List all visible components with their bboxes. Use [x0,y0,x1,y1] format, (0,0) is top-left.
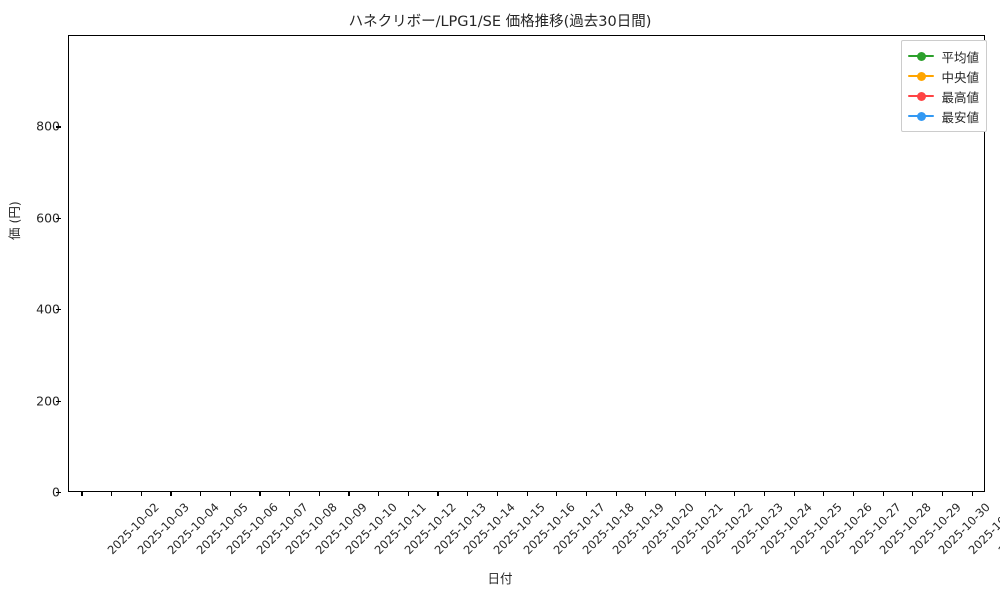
x-tick-mark [556,492,558,496]
x-tick-mark [170,492,172,496]
legend-label: 平均値 [941,49,979,65]
x-tick-mark [437,492,439,496]
x-tick-mark [882,492,884,496]
y-tick-mark [56,492,61,494]
legend-marker-icon [908,69,935,83]
x-tick-mark [823,492,825,496]
legend-label: 中央値 [941,69,979,85]
y-tick-label: 200 [36,393,60,409]
y-tick-mark [56,126,61,128]
x-axis-tick-marks [68,492,985,498]
x-tick-mark [111,492,113,496]
legend-item-0[interactable]: 平均値 [908,46,979,66]
y-axis-title: 価 (円) [7,201,22,240]
x-tick-mark [229,492,231,496]
x-tick-mark [318,492,320,496]
legend-item-3[interactable]: 最安値 [908,106,979,126]
x-tick-mark [585,492,588,496]
x-tick-mark [467,492,469,496]
y-axis-tick-labels: 0200400600800 [0,35,61,500]
x-axis-tick-labels: 2025-10-02 2025-10-03 2025-10-04 2025-10-05… [0,492,1000,572]
plot-area [68,35,985,492]
y-tick-label: 800 [36,118,60,134]
plot-frame [68,35,985,492]
x-tick-mark [348,492,350,496]
chart-title: ハネクリボー/LPG1/SE 価格推移(過去30日間) [348,14,652,30]
y-tick-mark [56,400,61,402]
y-tick-label: 600 [36,210,60,226]
legend-marker-icon [908,49,935,63]
x-tick-mark [704,492,706,496]
y-tick-mark [56,309,61,311]
legend-item-1[interactable]: 中央値 [908,66,979,86]
x-tick-mark [615,492,617,496]
legend-marker-icon [908,109,935,123]
x-tick-mark [496,492,499,496]
x-tick-mark [407,492,409,496]
x-tick-mark [645,492,647,496]
x-tick-mark [763,492,766,496]
x-tick-mark [140,492,142,496]
x-tick-mark [793,492,795,496]
chart-legend: 平均値中央値最高値最安値 [901,40,987,132]
x-tick-mark [674,492,677,496]
legend-item-2[interactable]: 最高値 [908,86,979,106]
x-tick-mark [971,492,973,496]
x-tick-mark [912,492,914,496]
x-tick-mark [81,492,83,496]
legend-label: 最安値 [941,109,979,125]
x-tick-mark [852,492,855,496]
x-tick-mark [941,492,944,496]
y-tick-mark [56,217,61,219]
x-tick-mark [734,492,736,496]
x-tick-mark [289,492,291,496]
legend-marker-icon [908,89,935,103]
x-tick-mark [200,492,202,496]
x-tick-mark [526,492,528,496]
y-tick-label: 400 [36,301,60,317]
x-axis-title: 日付 [487,571,513,586]
legend-label: 最高値 [941,89,979,105]
x-tick-mark [259,492,261,496]
x-tick-mark [378,492,380,496]
